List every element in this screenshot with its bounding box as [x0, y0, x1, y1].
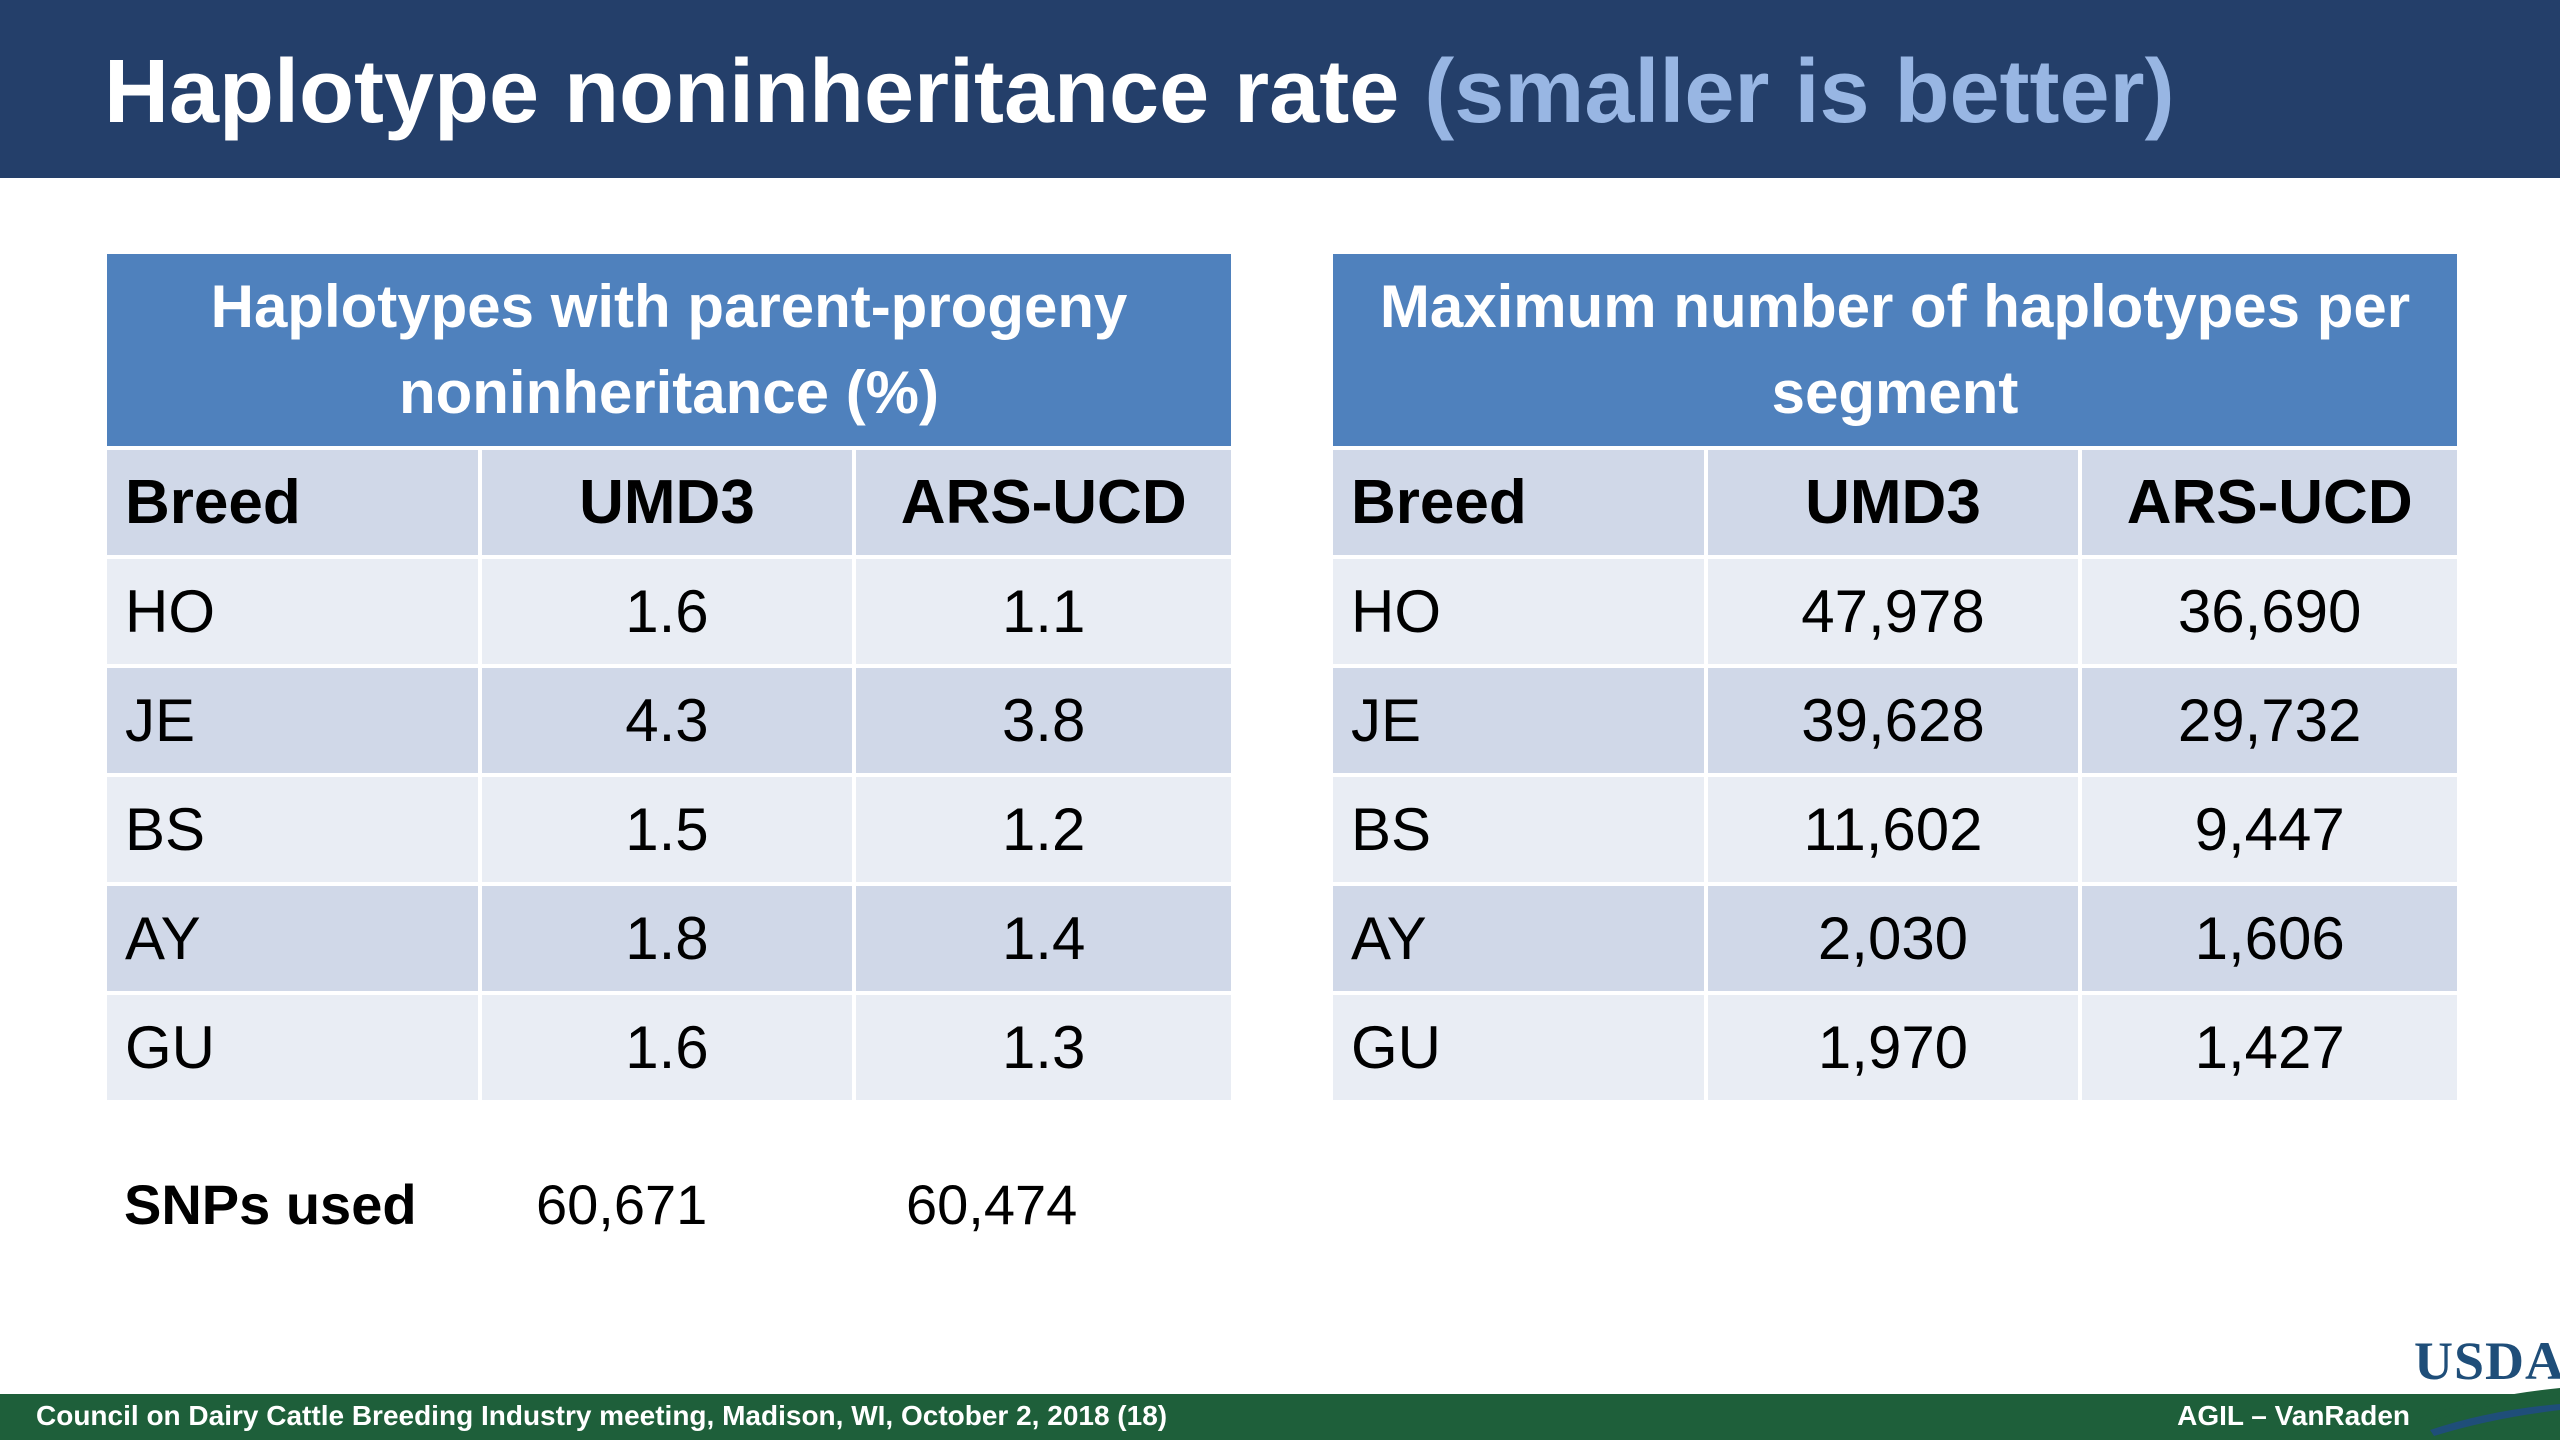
breed-cell: GU: [1333, 995, 1708, 1100]
column-header-breed: Breed: [107, 450, 482, 555]
table-header: Maximum number of haplotypes per segment: [1333, 254, 2457, 446]
umd3-cell: 4.3: [481, 668, 857, 773]
umd3-cell: 1,970: [1707, 995, 2083, 1100]
max-haplotypes-table: Maximum number of haplotypes per segment…: [1333, 250, 2457, 1104]
snps-used-label: SNPs used: [124, 1173, 417, 1236]
snps-used-ars-ucd: 60,474: [906, 1173, 1078, 1236]
table-row: GU 1.6 1.3: [107, 995, 1231, 1100]
table-row: AY 2,030 1,606: [1333, 886, 2457, 991]
ars-ucd-cell: 36,690: [2082, 559, 2457, 664]
table-row: BS 11,602 9,447: [1333, 777, 2457, 882]
footer-bar: Council on Dairy Cattle Breeding Industr…: [0, 1394, 2560, 1440]
breed-cell: AY: [1333, 886, 1708, 991]
column-header-row: Breed UMD3 ARS-UCD: [107, 450, 1231, 555]
slide-title: Haplotype noninheritance rate (smaller i…: [104, 40, 2175, 144]
breed-cell: JE: [1333, 668, 1708, 773]
slide-title-accent: (smaller is better): [1424, 42, 2175, 142]
breed-cell: HO: [107, 559, 482, 664]
column-header-ars-ucd: ARS-UCD: [856, 450, 1231, 555]
breed-cell: AY: [107, 886, 482, 991]
table-row: GU 1,970 1,427: [1333, 995, 2457, 1100]
ars-ucd-cell: 1.4: [856, 886, 1231, 991]
breed-cell: BS: [1333, 777, 1708, 882]
umd3-cell: 39,628: [1707, 668, 2083, 773]
title-bar: Haplotype noninheritance rate (smaller i…: [0, 0, 2560, 178]
ars-ucd-cell: 1.1: [856, 559, 1231, 664]
footer-citation: Council on Dairy Cattle Breeding Industr…: [36, 1400, 1168, 1431]
umd3-cell: 47,978: [1707, 559, 2083, 664]
umd3-cell: 1.6: [481, 559, 857, 664]
breed-cell: JE: [107, 668, 482, 773]
ars-ucd-cell: 9,447: [2082, 777, 2457, 882]
column-header-umd3: UMD3: [481, 450, 857, 555]
noninheritance-table: Haplotypes with parent-progeny noninheri…: [107, 250, 1231, 1104]
usda-swoosh-icon: [2420, 1388, 2560, 1436]
usda-logo-text: USDA: [2414, 1331, 2560, 1391]
table-row: AY 1.8 1.4: [107, 886, 1231, 991]
table-row: HO 1.6 1.1: [107, 559, 1231, 664]
column-header-row: Breed UMD3 ARS-UCD: [1333, 450, 2457, 555]
column-header-umd3: UMD3: [1707, 450, 2083, 555]
table-row: JE 39,628 29,732: [1333, 668, 2457, 773]
ars-ucd-cell: 1.3: [856, 995, 1231, 1100]
breed-cell: HO: [1333, 559, 1708, 664]
umd3-cell: 1.8: [481, 886, 857, 991]
umd3-cell: 1.6: [481, 995, 857, 1100]
column-header-breed: Breed: [1333, 450, 1708, 555]
umd3-cell: 2,030: [1707, 886, 2083, 991]
ars-ucd-cell: 1,427: [2082, 995, 2457, 1100]
table-row: BS 1.5 1.2: [107, 777, 1231, 882]
footer-credit: AGIL – VanRaden: [2177, 1400, 2410, 1431]
table-row: HO 47,978 36,690: [1333, 559, 2457, 664]
snps-used-umd3: 60,671: [536, 1173, 708, 1236]
umd3-cell: 1.5: [481, 777, 857, 882]
column-header-ars-ucd: ARS-UCD: [2082, 450, 2457, 555]
usda-logo: USDA: [2400, 1330, 2560, 1440]
ars-ucd-cell: 1,606: [2082, 886, 2457, 991]
ars-ucd-cell: 1.2: [856, 777, 1231, 882]
umd3-cell: 11,602: [1707, 777, 2083, 882]
ars-ucd-cell: 3.8: [856, 668, 1231, 773]
ars-ucd-cell: 29,732: [2082, 668, 2457, 773]
table-header: Haplotypes with parent-progeny noninheri…: [107, 254, 1231, 446]
breed-cell: GU: [107, 995, 482, 1100]
breed-cell: BS: [107, 777, 482, 882]
slide-title-main: Haplotype noninheritance rate: [104, 42, 1400, 142]
table-row: JE 4.3 3.8: [107, 668, 1231, 773]
